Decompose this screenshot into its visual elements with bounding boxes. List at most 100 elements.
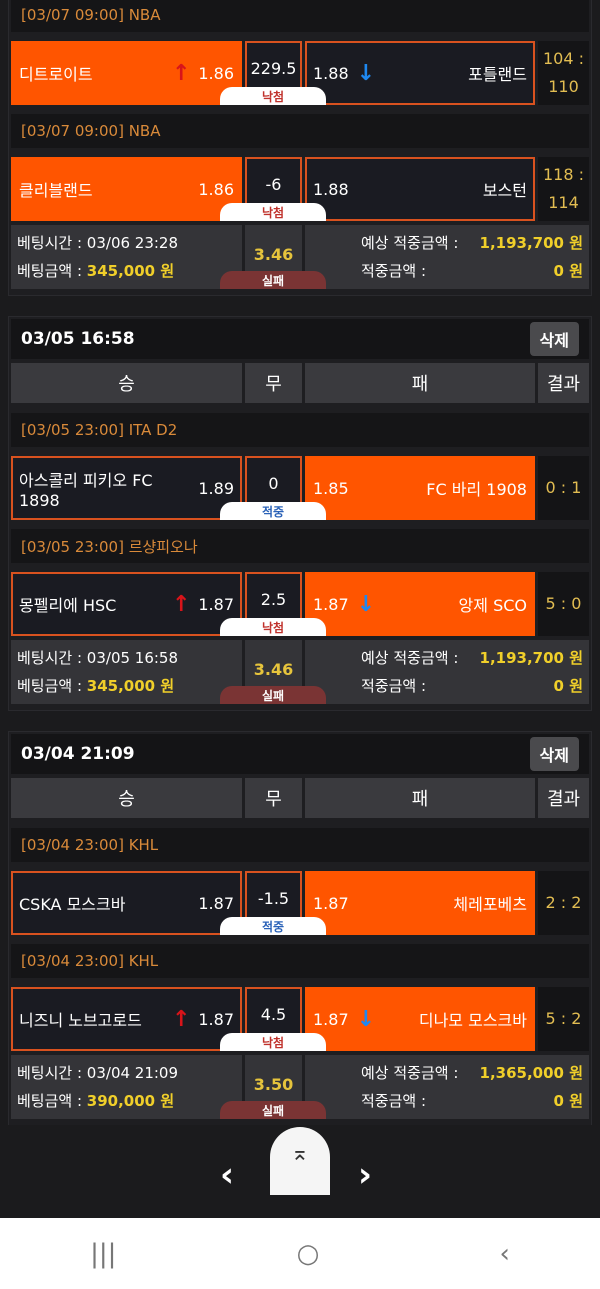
bet-time-label: 베팅시간 : xyxy=(17,649,87,667)
bet-info: 베팅시간 : 03/04 21:09 베팅금액 : 390,000 원 xyxy=(11,1055,242,1119)
line-value: 0 xyxy=(268,473,279,493)
delete-button[interactable]: 삭제 xyxy=(529,737,579,771)
bet-time-label: 베팅시간 : xyxy=(17,234,87,252)
away-team: 포틀랜드 xyxy=(468,65,527,84)
bet-time-label: 베팅시간 : xyxy=(17,1064,87,1082)
away-odds-group: 1.87 ↓ xyxy=(313,592,375,617)
match-row: 클리블랜드 1.86 -6 1.88 보스턴 118 : 114 낙첨 xyxy=(11,157,589,221)
away-odds-group: 1.85 xyxy=(313,479,349,498)
bet-info: 베팅시간 : 03/05 16:58 베팅금액 : 345,000 원 xyxy=(11,640,242,704)
bet-summary: 베팅시간 : 03/06 23:28 베팅금액 : 345,000 원 3.46 예상… xyxy=(11,225,589,289)
match-score: 5 : 0 xyxy=(538,572,589,636)
scroll-top-button[interactable]: ⌅ xyxy=(270,1127,330,1195)
away-pick[interactable]: 1.87 ↓ 디나모 모스크바 xyxy=(305,987,535,1051)
won-amount: 0 원 xyxy=(553,262,583,280)
prev-page-button[interactable]: ‹ xyxy=(220,1155,235,1195)
score-line: 110 xyxy=(548,77,579,96)
home-pick[interactable]: 디트로이트 ↑ 1.86 xyxy=(11,41,242,105)
expected-amount: 1,193,700 원 xyxy=(479,649,583,667)
match-row: 디트로이트 ↑ 1.86 229.5 1.88 ↓ 포틀랜드 104 : 110 낙첨 xyxy=(11,41,589,105)
arrow-down-icon: ↓ xyxy=(356,591,376,617)
won-row: 적중금액 : 0 원 xyxy=(361,257,583,285)
home-pick[interactable]: 아스콜리 피키오 FC 1898 1.89 xyxy=(11,456,242,520)
payout-info: 예상 적중금액 : 1,193,700 원 적중금액 : 0 원 xyxy=(305,640,589,704)
won-label: 적중금액 : xyxy=(361,1092,427,1110)
away-odds: 1.87 xyxy=(313,893,349,913)
home-odds: 1.87 xyxy=(198,893,234,913)
away-team: 보스턴 xyxy=(482,181,527,200)
pagination: ‹ ⌅ › xyxy=(0,1125,600,1218)
home-pick[interactable]: 클리블랜드 1.86 xyxy=(11,157,242,221)
arrow-up-icon: ↑ xyxy=(171,1006,191,1032)
bet-slip: 03/05 16:58 삭제 승 무 패 결과 [03/05 23:00] ITA D2 아스… xyxy=(8,316,592,711)
next-page-button[interactable]: › xyxy=(358,1155,373,1195)
line-value: -1.5 xyxy=(257,888,290,908)
bet-result-badge: 실패 xyxy=(220,686,326,704)
expected-amount: 1,193,700 원 xyxy=(479,234,583,252)
recent-apps-icon[interactable]: ||| xyxy=(90,1238,117,1269)
won-amount: 0 원 xyxy=(553,1092,583,1110)
home-odds-group: ↑ 1.86 xyxy=(172,61,234,86)
match-row: CSKA 모스크바 1.87 -1.5 1.87 체레포베츠 2 : 2 적중 xyxy=(11,871,589,935)
arrow-up-icon: ↑ xyxy=(171,591,191,617)
home-team: 아스콜리 피키오 FC 1898 xyxy=(19,470,153,510)
won-row: 적중금액 : 0 원 xyxy=(361,1087,583,1115)
column-headers: 승 무 패 결과 xyxy=(11,778,589,818)
league-row: [03/07 09:00] NBA xyxy=(11,114,589,148)
home-team: 디트로이트 xyxy=(19,65,93,84)
bet-time: 03/05 16:58 xyxy=(86,649,179,667)
expected-amount: 1,365,000 원 xyxy=(479,1064,583,1082)
bet-amount-row: 베팅금액 : 390,000 원 xyxy=(17,1087,236,1115)
home-odds: 1.89 xyxy=(198,478,234,498)
away-odds-group: 1.88 ↓ xyxy=(313,61,375,86)
match-score: 104 : 110 xyxy=(538,41,589,105)
column-headers: 승 무 패 결과 xyxy=(11,363,589,403)
away-odds: 1.87 xyxy=(313,594,349,614)
expected-row: 예상 적중금액 : 1,193,700 원 xyxy=(361,644,583,672)
away-pick[interactable]: 1.85 FC 바리 1908 xyxy=(305,456,535,520)
match-score: 2 : 2 xyxy=(538,871,589,935)
home-odds-group: ↑ 1.87 xyxy=(172,1007,234,1032)
home-odds: 1.86 xyxy=(198,179,234,199)
away-team: 앙제 SCO xyxy=(458,596,527,615)
away-pick[interactable]: 1.87 체레포베츠 xyxy=(305,871,535,935)
arrow-up-icon: ↑ xyxy=(171,60,191,86)
match-score: 5 : 2 xyxy=(538,987,589,1051)
match-row: 몽펠리에 HSC ↑ 1.87 2.5 1.87 ↓ 앙제 SCO 5 : 0 낙첨 xyxy=(11,572,589,636)
bet-slip-header: 03/05 16:58 삭제 xyxy=(11,319,589,359)
home-odds-group: 1.86 xyxy=(198,180,234,199)
back-icon[interactable]: ‹ xyxy=(499,1238,510,1269)
bet-time-row: 베팅시간 : 03/06 23:28 xyxy=(17,229,236,257)
expected-row: 예상 적중금액 : 1,365,000 원 xyxy=(361,1059,583,1087)
delete-button[interactable]: 삭제 xyxy=(529,322,579,356)
match-row: 아스콜리 피키오 FC 1898 1.89 0 1.85 FC 바리 1908 0 : 1… xyxy=(11,456,589,520)
expected-row: 예상 적중금액 : 1,193,700 원 xyxy=(361,229,583,257)
bet-slip: [03/07 09:00] NBA 디트로이트 ↑ 1.86 229.5 1.88 ↓ 포틀랜… xyxy=(8,0,592,296)
away-pick[interactable]: 1.88 보스턴 xyxy=(305,157,535,221)
line-value: -6 xyxy=(265,174,282,194)
arrow-down-icon: ↓ xyxy=(356,60,376,86)
score-line: 118 : xyxy=(542,165,584,184)
away-odds: 1.88 xyxy=(313,179,349,199)
score-line: 104 : xyxy=(542,49,584,68)
home-icon[interactable]: ○ xyxy=(296,1238,320,1269)
away-pick[interactable]: 1.88 ↓ 포틀랜드 xyxy=(305,41,535,105)
bet-result-badge: 실패 xyxy=(220,271,326,289)
line-value: 2.5 xyxy=(260,589,287,609)
bet-history-list: [03/07 09:00] NBA 디트로이트 ↑ 1.86 229.5 1.88 ↓ 포틀랜… xyxy=(8,0,592,1126)
home-team: 클리블랜드 xyxy=(19,181,93,200)
expected-label: 예상 적중금액 : xyxy=(361,649,459,667)
home-pick[interactable]: 니즈니 노브고로드 ↑ 1.87 xyxy=(11,987,242,1051)
home-pick[interactable]: 몽펠리에 HSC ↑ 1.87 xyxy=(11,572,242,636)
away-pick[interactable]: 1.87 ↓ 앙제 SCO xyxy=(305,572,535,636)
bet-slip-header: 03/04 21:09 삭제 xyxy=(11,734,589,774)
column-header: 결과 xyxy=(538,363,589,403)
bet-amount-label: 베팅금액 : xyxy=(17,1092,87,1110)
home-team: CSKA 모스크바 xyxy=(19,895,126,914)
away-odds-group: 1.87 ↓ xyxy=(313,1007,375,1032)
home-odds: 1.86 xyxy=(198,63,234,83)
match-row: 니즈니 노브고로드 ↑ 1.87 4.5 1.87 ↓ 디나모 모스크바 5 : 2 낙첨 xyxy=(11,987,589,1051)
home-pick[interactable]: CSKA 모스크바 1.87 xyxy=(11,871,242,935)
bet-amount-label: 베팅금액 : xyxy=(17,262,87,280)
